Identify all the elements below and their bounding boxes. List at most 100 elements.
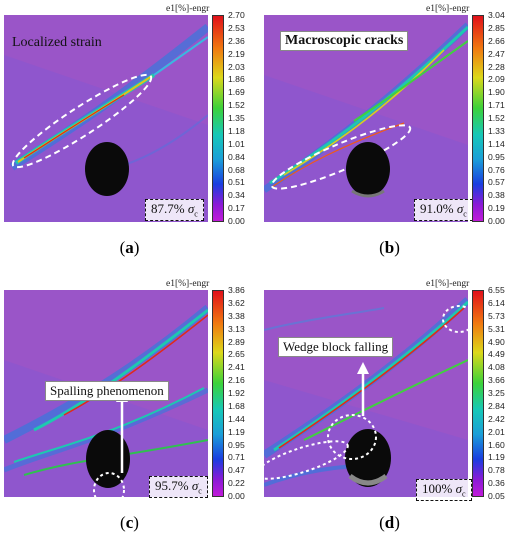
stress-symbol: σ [455,481,463,496]
colorbar-tick-label: 3.25 [488,388,505,398]
colorbar-tick-label: 4.08 [488,362,505,373]
colorbar-tick-label: 1.18 [228,125,245,136]
caption-open: ( [379,238,385,257]
colorbar-tick-label: 2.47 [488,48,505,59]
stress-subscript: c [463,209,467,219]
annotation-label: Spalling phenomenon [45,381,169,401]
caption-open: ( [379,513,385,532]
colorbar-tick-label: 3.86 [228,285,245,295]
colorbar-tick-label: 3.13 [228,323,245,334]
caption-letter: b [384,238,395,257]
colorbar-tick-label: 0.95 [488,151,505,162]
colorbar-tick-label: 5.31 [488,323,505,334]
colorbar-tick-label: 2.70 [228,10,245,20]
stress-value: 91.0% [420,201,454,216]
colorbar-tick-label: 1.19 [488,452,505,463]
caption-letter: d [384,513,395,532]
colorbar-tick-label: 0.05 [488,491,505,501]
strain-map-figure [264,290,468,497]
caption-close: ) [133,238,140,257]
colorbar-tick-label: 4.90 [488,336,505,347]
colorbar-title: e1[%]-engr [166,4,210,14]
panel-caption: (c) [0,513,259,533]
panel-caption: (b) [260,238,519,258]
colorbar-tick-label: 0.57 [488,177,505,188]
colorbar-tick-label: 2.36 [228,35,245,46]
panel-c: Spalling phenomenon 95.7% σc e1[%]-engr … [0,275,259,550]
colorbar-tick-label: 0.36 [488,478,505,489]
colorbar-title: e1[%]-engr [426,279,470,289]
colorbar-tick-label: 1.90 [488,87,505,98]
colorbar-tick-label: 2.01 [488,426,505,437]
stress-value: 100% [422,481,453,496]
colorbar-tick-label: 0.00 [228,216,245,226]
colorbar-tick-label: 2.85 [488,22,505,33]
colorbar-ticks: 3.86 3.62 3.38 3.13 2.89 2.65 2.41 2.16 1.92 1.68… [228,285,260,501]
colorbar [472,290,484,497]
colorbar-ticks: 3.04 2.85 2.66 2.47 2.28 2.09 1.90 1.71 1.52 1.33… [488,10,519,226]
annotation-label: Localized strain [12,35,102,50]
stress-value: 87.7% [151,201,185,216]
caption-close: ) [394,238,400,257]
panel-d: Wedge block falling 100% σc e1[%]-engr 6… [260,275,519,550]
colorbar-title: e1[%]-engr [166,279,210,289]
colorbar-tick-label: 3.04 [488,10,505,20]
colorbar-tick-label: 2.53 [228,22,245,33]
strain-map [264,15,468,222]
colorbar-tick-label: 4.49 [488,349,505,360]
colorbar-tick-label: 1.01 [228,138,245,149]
colorbar-tick-label: 1.86 [228,74,245,85]
colorbar-tick-label: 2.28 [488,61,505,72]
colorbar-tick-label: 1.44 [228,413,245,424]
colorbar-tick-label: 2.42 [488,413,505,424]
stress-subscript: c [198,486,202,496]
colorbar-tick-label: 1.52 [228,100,245,111]
stress-level-box: 91.0% σc [414,199,473,221]
colorbar-tick-label: 2.09 [488,74,505,85]
colorbar [472,15,484,222]
stress-level-box: 95.7% σc [149,476,208,498]
colorbar-tick-label: 0.22 [228,478,245,489]
stress-symbol: σ [456,201,464,216]
colorbar-tick-label: 0.47 [228,465,245,476]
colorbar-tick-label: 2.03 [228,61,245,72]
caption-open: ( [120,513,126,532]
colorbar-tick-label: 0.17 [228,203,245,214]
colorbar-tick-label: 1.92 [228,388,245,398]
strain-map [264,290,468,497]
colorbar-tick-label: 2.66 [488,35,505,46]
colorbar-tick-label: 1.60 [488,439,505,450]
panel-caption: (d) [260,513,519,533]
colorbar [212,15,224,222]
strain-map-figure [264,15,468,222]
colorbar-tick-label: 0.00 [228,491,245,501]
colorbar-tick-label: 0.68 [228,164,245,175]
colorbar-tick-label: 0.76 [488,164,505,175]
caption-letter: a [125,238,134,257]
colorbar-tick-label: 0.34 [228,190,245,201]
colorbar-tick-label: 2.16 [228,375,245,386]
colorbar-ticks: 6.55 6.14 5.73 5.31 4.90 4.49 4.08 3.66 3.25 2.84… [488,285,519,501]
colorbar-tick-label: 0.95 [228,439,245,450]
colorbar-tick-label: 6.55 [488,285,505,295]
stress-symbol: σ [187,201,195,216]
colorbar-tick-label: 1.52 [488,113,505,123]
caption-close: ) [394,513,400,532]
colorbar-tick-label: 0.38 [488,190,505,201]
colorbar-tick-label: 2.65 [228,349,245,360]
annotation-label: Wedge block falling [278,337,394,357]
colorbar-title: e1[%]-engr [426,4,470,14]
colorbar-tick-label: 0.51 [228,177,245,188]
caption-letter: c [125,513,134,532]
colorbar-tick-label: 0.19 [488,203,505,214]
colorbar-tick-label: 5.73 [488,310,505,321]
colorbar [212,290,224,497]
strain-map [4,15,208,222]
colorbar-ticks: 2.70 2.53 2.36 2.19 2.03 1.86 1.69 1.52 1.35 1.18… [228,10,260,226]
annotation-label: Macroscopic cracks [280,31,409,51]
stress-level-box: 100% σc [416,479,472,501]
colorbar-tick-label: 2.19 [228,48,245,59]
stress-subscript: c [462,489,466,499]
colorbar-tick-label: 3.38 [228,310,245,321]
panel-caption: (a) [0,238,259,258]
